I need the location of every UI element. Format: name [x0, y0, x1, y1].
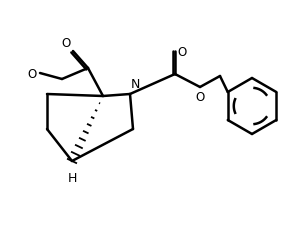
Text: O: O	[28, 67, 37, 80]
Text: O: O	[177, 45, 186, 58]
Text: N: N	[131, 78, 140, 91]
Text: O: O	[62, 37, 71, 50]
Text: O: O	[195, 91, 205, 103]
Text: H: H	[67, 171, 77, 184]
